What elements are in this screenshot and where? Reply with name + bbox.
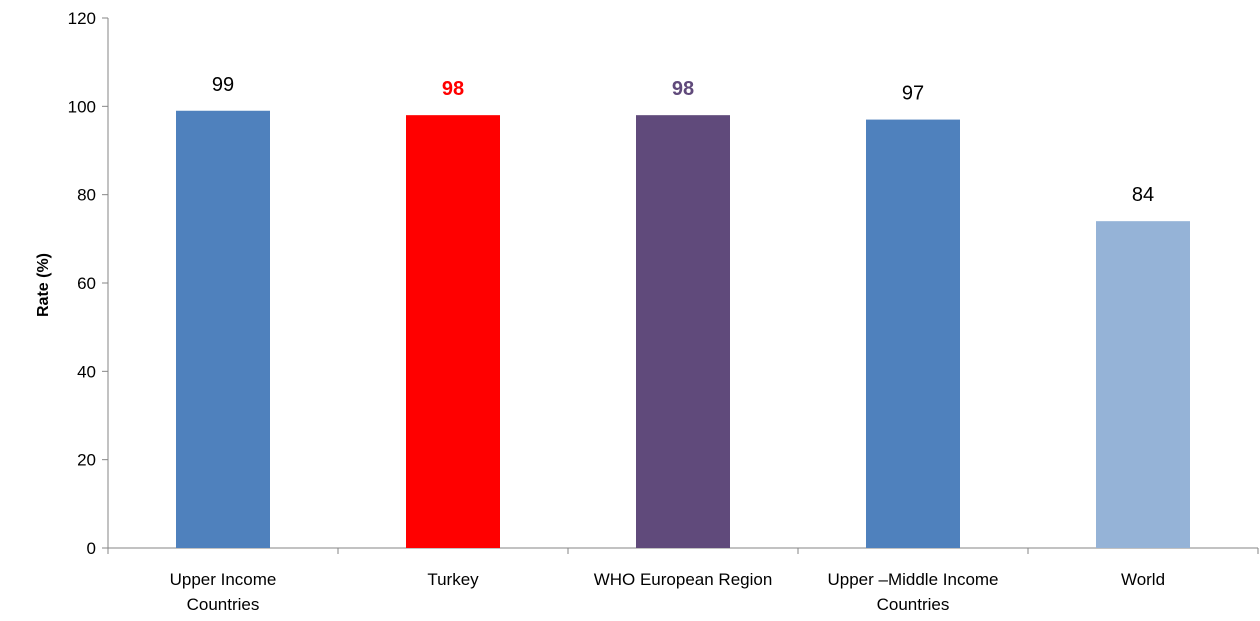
- bar: [1096, 221, 1190, 548]
- data-labels: 99 98 98 97 84: [212, 74, 1154, 206]
- bar: [406, 115, 500, 549]
- y-tick-label: 80: [77, 186, 96, 205]
- data-label: 84: [1132, 184, 1154, 206]
- data-label: 99: [212, 74, 234, 96]
- y-tick-label: 120: [68, 9, 96, 28]
- category-label: WHO European Region: [594, 570, 773, 589]
- category-label: Upper Income Countries: [170, 570, 277, 614]
- bar: [636, 115, 730, 549]
- y-axis-label: Rate (%): [35, 253, 52, 317]
- y-tick-label: 60: [77, 274, 96, 293]
- data-label: 97: [902, 83, 924, 105]
- data-label: 98: [672, 78, 694, 100]
- y-tick-label: 20: [77, 451, 96, 470]
- category-label: Turkey: [427, 570, 479, 589]
- bar: [176, 110, 270, 548]
- category-label: World: [1121, 570, 1165, 589]
- y-tick-label: 40: [77, 362, 96, 381]
- category-label: Upper –Middle Income Countries: [827, 570, 998, 614]
- y-tick-label: 100: [68, 97, 96, 116]
- bars: [176, 110, 1190, 549]
- axes: 0 20 40 60 80 100 120: [68, 9, 1259, 558]
- y-tick-label: 0: [87, 539, 96, 558]
- bar: [866, 119, 960, 548]
- data-label: 98: [442, 78, 464, 100]
- category-labels: Upper Income Countries Turkey WHO European …: [170, 570, 1165, 614]
